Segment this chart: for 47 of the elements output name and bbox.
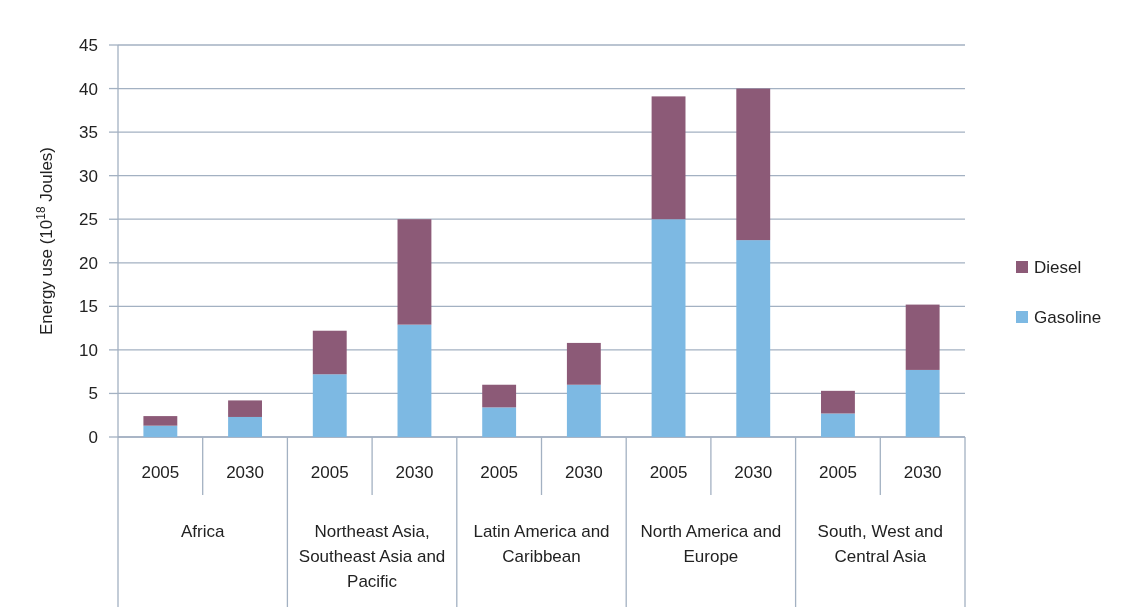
- bar: [736, 240, 771, 437]
- legend-label: Diesel: [1034, 257, 1082, 277]
- x-tick-label: 2030: [734, 462, 773, 482]
- bar: [397, 219, 432, 325]
- bar: [566, 342, 601, 385]
- y-tick-label: 10: [79, 340, 98, 360]
- x-tick-label: 2005: [649, 462, 688, 482]
- bar: [312, 374, 347, 437]
- x-tick-label: 2005: [819, 462, 857, 482]
- text: Latin America and Caribbean: [473, 521, 610, 566]
- text: Africa: [180, 521, 225, 541]
- y-tick-label: 30: [79, 166, 98, 186]
- text: South, West and Central Asia: [817, 521, 943, 566]
- y-tick-label: 40: [79, 79, 98, 99]
- text: North America and Europe: [640, 521, 782, 566]
- bar: [651, 219, 686, 437]
- bar: [566, 384, 601, 437]
- x-tick-label: 2005: [141, 462, 180, 482]
- y-tick-label: 20: [79, 253, 98, 273]
- bar: [651, 96, 686, 220]
- x-tick-label: 2005: [310, 462, 349, 482]
- bar: [143, 416, 178, 426]
- bar: [905, 369, 940, 437]
- y-tick-label: 35: [79, 123, 98, 143]
- bar: [482, 384, 517, 408]
- y-tick-label: 25: [79, 210, 98, 230]
- x-tick-label: 2030: [903, 462, 942, 482]
- legend-label: Gasoline: [1034, 307, 1102, 327]
- bar: [397, 324, 432, 437]
- bar: [228, 416, 262, 437]
- bar: [312, 330, 347, 375]
- bar: [228, 400, 262, 417]
- bar: [482, 407, 517, 437]
- bar: [143, 425, 178, 437]
- bar: [821, 413, 855, 437]
- y-tick-label: 45: [79, 35, 98, 55]
- bar: [736, 88, 771, 241]
- y-tick-label: 5: [88, 384, 98, 404]
- bar: [821, 390, 855, 414]
- bar: [905, 304, 940, 370]
- x-tick-label: 2030: [395, 462, 434, 482]
- x-tick-label: 2030: [226, 462, 264, 482]
- y-tick-label: 0: [88, 427, 98, 447]
- x-tick-label: 2005: [480, 462, 519, 482]
- y-tick-label: 15: [79, 297, 98, 317]
- x-tick-label: 2030: [564, 462, 603, 482]
- text: Northeast Asia, Southeast Asia and Pacific: [298, 521, 446, 591]
